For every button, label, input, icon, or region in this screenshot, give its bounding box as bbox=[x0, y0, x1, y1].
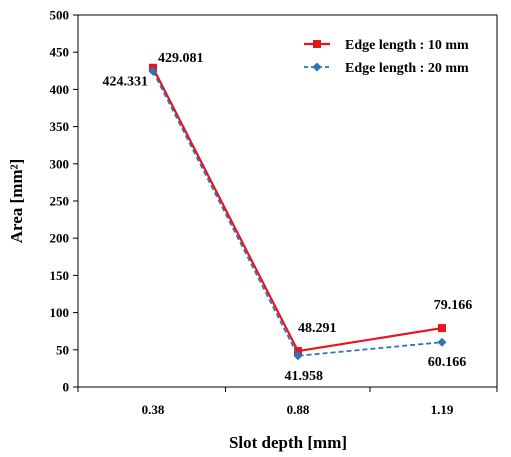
y-tick-label: 450 bbox=[50, 45, 70, 60]
y-tick-label: 50 bbox=[56, 342, 69, 357]
data-label: 429.081 bbox=[158, 51, 204, 66]
x-tick-label: 0.38 bbox=[142, 402, 165, 417]
data-label: 79.166 bbox=[434, 298, 473, 313]
x-tick-label: 0.88 bbox=[287, 402, 310, 417]
series-2-marker bbox=[437, 337, 447, 347]
y-axis: 0 50 100 150 200 250 300 350 400 450 500 bbox=[50, 8, 78, 395]
y-tick-label: 400 bbox=[50, 82, 70, 97]
data-label: 424.331 bbox=[103, 74, 149, 89]
series-2-marker bbox=[148, 66, 158, 76]
y-tick-label: 500 bbox=[50, 8, 70, 23]
y-axis-title: Area [mm²] bbox=[7, 159, 26, 244]
plot-area bbox=[77, 14, 498, 388]
y-tick-label: 200 bbox=[50, 231, 70, 246]
series-layer bbox=[148, 63, 447, 361]
legend-label: Edge length : 10 mm bbox=[345, 38, 469, 53]
legend: Edge length : 10 mm Edge length : 20 mm bbox=[304, 38, 469, 76]
series-line-2 bbox=[152, 70, 443, 357]
x-tick-label: 1.19 bbox=[431, 402, 454, 417]
y-tick-label: 150 bbox=[50, 268, 70, 283]
series-2-marker bbox=[293, 351, 303, 361]
data-label: 48.291 bbox=[298, 321, 337, 336]
legend-marker-square bbox=[313, 40, 321, 48]
data-label: 41.958 bbox=[285, 369, 324, 384]
data-labels: 429.081 48.291 79.166 424.331 41.958 60.166 bbox=[103, 51, 473, 384]
series-1-marker bbox=[294, 347, 302, 356]
y-tick-label: 300 bbox=[50, 156, 70, 171]
y-tick-label: 100 bbox=[50, 305, 70, 320]
y-tick-label: 350 bbox=[50, 119, 70, 134]
y-tick-label: 250 bbox=[50, 194, 70, 209]
legend-label: Edge length : 20 mm bbox=[345, 61, 469, 76]
series-1-marker bbox=[438, 324, 446, 333]
x-axis: 0.38 0.88 1.19 bbox=[77, 387, 498, 417]
x-axis-title: Slot depth [mm] bbox=[229, 433, 347, 452]
y-tick-label: 0 bbox=[63, 380, 70, 395]
legend-marker-diamond bbox=[312, 62, 322, 72]
data-label: 60.166 bbox=[428, 355, 467, 370]
